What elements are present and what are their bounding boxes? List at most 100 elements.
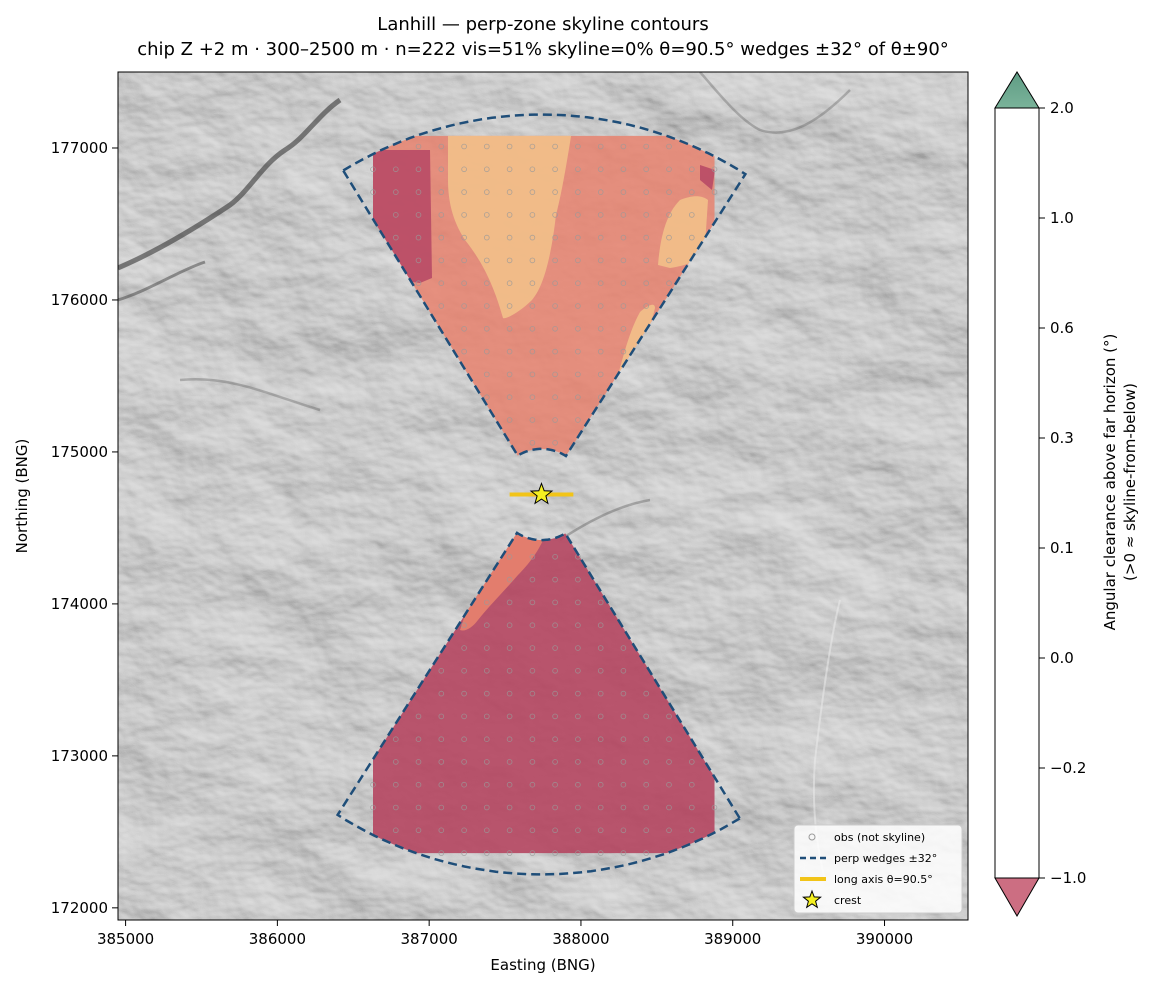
obs-point bbox=[461, 257, 467, 264]
obs-point bbox=[506, 280, 513, 287]
obs-point bbox=[688, 759, 695, 765]
obs-point bbox=[370, 804, 376, 811]
obs-point bbox=[461, 759, 467, 765]
obs-point bbox=[529, 576, 536, 583]
obs-point bbox=[438, 189, 445, 195]
legend: obs (not skyline) perp wedges ±32° long … bbox=[793, 824, 963, 914]
obs-point bbox=[529, 212, 536, 218]
obs-point bbox=[575, 143, 581, 150]
north-wedge-central-tongue bbox=[448, 135, 572, 319]
obs-point bbox=[461, 850, 467, 856]
legend-label-long-axis: long axis θ=90.5° bbox=[834, 873, 933, 886]
obs-point bbox=[620, 325, 627, 332]
obs-point bbox=[461, 303, 467, 309]
obs-point bbox=[529, 257, 536, 264]
obs-point bbox=[506, 645, 513, 651]
obs-point bbox=[597, 189, 604, 195]
obs-point bbox=[552, 394, 558, 401]
obs-point bbox=[688, 781, 695, 788]
obs-point bbox=[620, 827, 627, 834]
obs-point bbox=[643, 234, 649, 241]
x-tick-label: 388000 bbox=[552, 930, 609, 948]
obs-point bbox=[620, 667, 627, 674]
obs-point bbox=[552, 827, 558, 834]
obs-point bbox=[643, 759, 649, 765]
obs-point bbox=[597, 325, 604, 332]
y-tick-label: 177000 bbox=[51, 139, 108, 157]
obs-point bbox=[620, 348, 627, 355]
obs-point bbox=[461, 212, 467, 218]
obs-point bbox=[552, 576, 558, 583]
obs-point bbox=[529, 371, 536, 378]
colorbar-label-line1: Angular clearance above far horizon (°) bbox=[1101, 334, 1119, 631]
obs-point bbox=[597, 303, 604, 309]
obs-point bbox=[461, 667, 467, 674]
obs-point bbox=[666, 781, 672, 788]
obs-point bbox=[529, 622, 536, 628]
colorbar-tick-label: −1.0 bbox=[1050, 869, 1086, 887]
x-tick-label: 386000 bbox=[249, 930, 306, 948]
x-axis-label: Easting (BNG) bbox=[490, 956, 595, 974]
obs-point bbox=[575, 348, 581, 355]
obs-point bbox=[666, 804, 672, 811]
obs-point bbox=[552, 189, 558, 195]
north-wedge-ne-corner bbox=[700, 165, 715, 190]
obs-point bbox=[575, 850, 581, 856]
colorbar-under-arrow bbox=[994, 877, 1040, 917]
observation-points bbox=[370, 143, 718, 856]
obs-point bbox=[529, 417, 536, 423]
obs-point bbox=[461, 348, 467, 355]
obs-point bbox=[506, 257, 513, 264]
obs-point bbox=[552, 143, 558, 150]
obs-point bbox=[643, 690, 649, 697]
obs-point bbox=[575, 622, 581, 628]
obs-point bbox=[483, 325, 490, 332]
obs-point bbox=[552, 417, 558, 423]
x-tick-label: 387000 bbox=[401, 930, 458, 948]
obs-point bbox=[506, 234, 513, 241]
obs-point bbox=[438, 736, 445, 742]
obs-point bbox=[415, 804, 422, 811]
obs-point bbox=[506, 143, 513, 150]
obs-point bbox=[711, 189, 718, 195]
y-tick-label: 173000 bbox=[51, 747, 108, 765]
plot-frame bbox=[117, 71, 969, 921]
obs-point bbox=[506, 827, 513, 834]
obs-point bbox=[552, 736, 558, 742]
obs-point bbox=[666, 759, 672, 765]
obs-point bbox=[483, 850, 490, 856]
obs-point bbox=[529, 781, 536, 788]
obs-point bbox=[666, 713, 672, 720]
obs-point bbox=[552, 257, 558, 264]
obs-point bbox=[552, 325, 558, 332]
obs-point bbox=[552, 553, 558, 560]
obs-point bbox=[529, 303, 536, 309]
obs-point bbox=[415, 166, 422, 173]
obs-point bbox=[620, 212, 627, 218]
obs-point bbox=[643, 212, 649, 218]
obs-point bbox=[415, 280, 422, 287]
obs-point bbox=[620, 166, 627, 173]
colorbar-tick-label: 0.0 bbox=[1050, 649, 1074, 667]
obs-point bbox=[666, 143, 672, 150]
obs-point bbox=[575, 371, 581, 378]
obs-point bbox=[575, 394, 581, 401]
obs-point bbox=[575, 234, 581, 241]
obs-point bbox=[483, 759, 490, 765]
colorbar-over-arrow bbox=[994, 71, 1040, 109]
obs-point bbox=[438, 690, 445, 697]
obs-point bbox=[483, 371, 490, 378]
obs-point bbox=[415, 189, 422, 195]
colorbar-tick-label: 0.6 bbox=[1050, 319, 1074, 337]
obs-point bbox=[529, 713, 536, 720]
obs-point bbox=[415, 257, 422, 264]
obs-point bbox=[552, 804, 558, 811]
obs-point bbox=[575, 804, 581, 811]
obs-point bbox=[392, 759, 399, 765]
obs-point bbox=[552, 212, 558, 218]
obs-point bbox=[392, 804, 399, 811]
obs-point bbox=[552, 713, 558, 720]
south-wedge-outline bbox=[335, 531, 742, 876]
obs-point bbox=[438, 781, 445, 788]
obs-point bbox=[483, 599, 490, 606]
